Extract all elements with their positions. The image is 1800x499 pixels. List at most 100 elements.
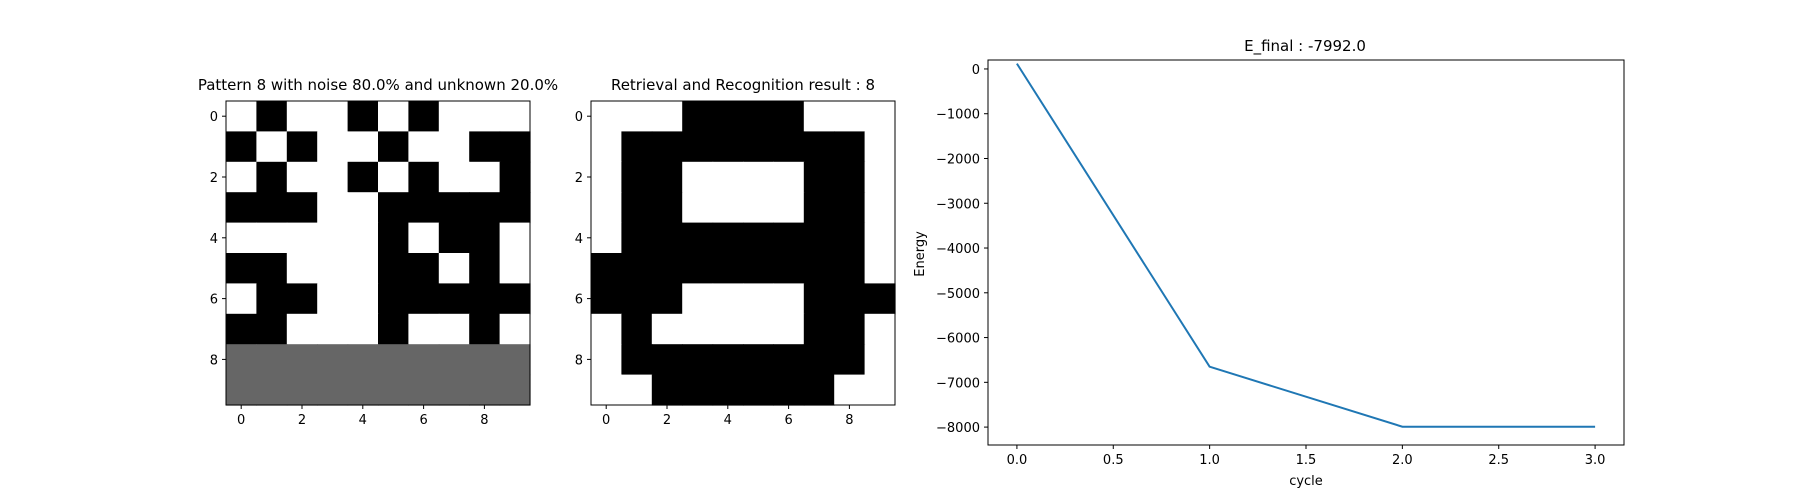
retrieval-cell [743, 222, 774, 254]
noisy-pattern-cell [286, 283, 318, 315]
noisy-pattern-cell [226, 131, 257, 163]
noisy-pattern-cell [347, 344, 379, 376]
noisy-pattern-ytick-label: 8 [210, 353, 218, 368]
noisy-pattern-xtick-label: 8 [480, 413, 488, 428]
noisy-pattern-cell [226, 374, 257, 406]
noisy-pattern-cell [226, 101, 257, 132]
noisy-pattern-cell [347, 313, 379, 345]
retrieval-cell [803, 374, 835, 406]
retrieval-cell [864, 192, 896, 224]
retrieval-cell [834, 192, 866, 224]
retrieval-cell [651, 101, 683, 132]
retrieval-cell [651, 344, 683, 376]
retrieval-cell [834, 374, 866, 406]
noisy-pattern-cell [256, 131, 288, 163]
noisy-pattern-cell [378, 313, 409, 345]
retrieval-cell [743, 131, 774, 163]
noisy-pattern-cell [286, 222, 318, 254]
noisy-pattern-cell [256, 374, 288, 406]
retrieval-cell [651, 253, 683, 284]
retrieval-cell [803, 283, 835, 315]
noisy-pattern-cell [499, 222, 531, 254]
retrieval-cell [743, 374, 774, 406]
retrieval-cell [621, 283, 653, 315]
retrieval-ytick-label: 4 [575, 232, 583, 247]
retrieval-cell [743, 253, 774, 284]
retrieval-cell [591, 253, 622, 284]
retrieval-cell [803, 344, 835, 376]
retrieval-cell [682, 101, 714, 132]
noisy-pattern-title: Pattern 8 with noise 80.0% and unknown 2… [198, 76, 558, 94]
retrieval-cell [864, 131, 896, 163]
noisy-pattern-cell [378, 253, 409, 284]
retrieval-cell [591, 222, 622, 254]
energy-ytick-label: −1000 [936, 108, 980, 123]
retrieval-cell [803, 161, 835, 193]
energy-xtick-label: 2.0 [1392, 453, 1413, 468]
energy-ytick-label: −3000 [936, 197, 980, 212]
energy-xtick-label: 1.0 [1199, 453, 1220, 468]
noisy-pattern-ytick-label: 2 [210, 171, 218, 186]
noisy-pattern-xtick-label: 2 [298, 413, 306, 428]
retrieval-cell [864, 161, 896, 193]
energy-series-line [1016, 63, 1596, 428]
noisy-pattern-cell [438, 374, 470, 406]
energy-panel: E_final : -7992.0 0.0 0.5 1.0 1.5 2.0 2.5 3.00… [913, 37, 1625, 489]
retrieval-cell [743, 344, 774, 376]
retrieval-cell [621, 374, 653, 406]
noisy-pattern-cell [438, 283, 470, 315]
noisy-pattern-cell [469, 283, 501, 315]
noisy-pattern-xtick-label: 4 [359, 413, 367, 428]
retrieval-xtick-label: 8 [845, 413, 853, 428]
retrieval-cell [803, 253, 835, 284]
retrieval-ticks: 0 2 4 6 8 0 2 4 6 8 [575, 110, 854, 428]
retrieval-cell [803, 313, 835, 345]
retrieval-cell [712, 192, 744, 224]
retrieval-grid [591, 101, 896, 406]
retrieval-cell [591, 344, 622, 376]
noisy-pattern-cell [226, 192, 257, 224]
retrieval-cell [712, 222, 744, 254]
retrieval-cell [682, 131, 714, 163]
energy-ytick-label: −5000 [936, 287, 980, 302]
noisy-pattern-cell [286, 131, 318, 163]
noisy-pattern-cell [317, 192, 349, 224]
energy-axes-frame [987, 59, 1625, 446]
noisy-pattern-cell [438, 222, 470, 254]
retrieval-cell [621, 253, 653, 284]
retrieval-cell [621, 222, 653, 254]
noisy-pattern-cell [469, 192, 501, 224]
retrieval-cell [591, 313, 622, 345]
retrieval-cell [834, 131, 866, 163]
retrieval-cell [743, 283, 774, 315]
noisy-pattern-panel: Pattern 8 with noise 80.0% and unknown 2… [198, 76, 558, 428]
energy-xtick-label: 0.0 [1007, 453, 1028, 468]
retrieval-cell [773, 374, 805, 406]
energy-ytick-label: −8000 [936, 421, 980, 436]
energy-xlabel: cycle [1289, 474, 1323, 489]
noisy-pattern-cell [286, 344, 318, 376]
noisy-pattern-cell [226, 253, 257, 284]
noisy-pattern-cell [438, 344, 470, 376]
retrieval-cell [712, 283, 744, 315]
retrieval-cell [682, 253, 714, 284]
retrieval-xtick-label: 2 [663, 413, 671, 428]
retrieval-cell [621, 313, 653, 345]
retrieval-cell [773, 222, 805, 254]
energy-xtick-label: 3.0 [1585, 453, 1606, 468]
noisy-pattern-cell [499, 131, 531, 163]
noisy-pattern-cell [317, 222, 349, 254]
retrieval-cell [864, 313, 896, 345]
noisy-pattern-cell [226, 344, 257, 376]
retrieval-cell [712, 161, 744, 193]
noisy-pattern-cell [347, 283, 379, 315]
retrieval-cell [712, 253, 744, 284]
noisy-pattern-cell [438, 192, 470, 224]
retrieval-cell [651, 313, 683, 345]
noisy-pattern-cell [226, 222, 257, 254]
noisy-pattern-cell [317, 283, 349, 315]
noisy-pattern-cell [408, 192, 440, 224]
noisy-pattern-xtick-label: 6 [419, 413, 427, 428]
noisy-pattern-cell [226, 313, 257, 345]
noisy-pattern-cell [469, 313, 501, 345]
